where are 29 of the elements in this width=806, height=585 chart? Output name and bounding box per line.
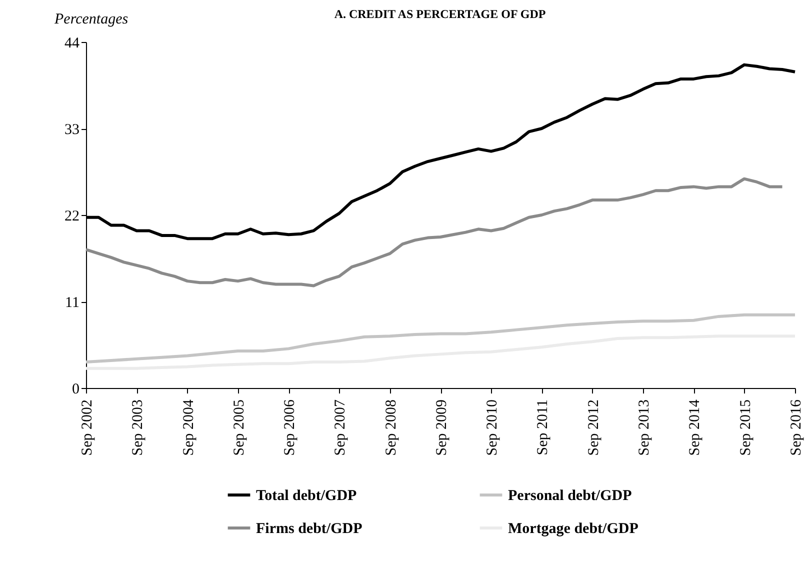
- x-tick-label: Sep 2002: [80, 400, 96, 456]
- x-tick-label: Sep 2010: [484, 400, 501, 456]
- x-tick-label: Sep 2016: [788, 399, 804, 456]
- y-tick-label: 0: [72, 382, 80, 398]
- x-tick-label: Sep 2009: [434, 400, 450, 456]
- chart-title: A. CREDIT AS PERCERTAGE OF GDP: [334, 7, 546, 21]
- x-tick-label: Sep 2014: [687, 399, 704, 456]
- x-tick-label: Sep 2007: [332, 399, 349, 456]
- x-tick-label: Sep 2008: [383, 400, 400, 456]
- y-tick-label: 11: [65, 295, 80, 311]
- y-tick-label: 22: [64, 208, 80, 224]
- x-tick-label: Sep 2004: [180, 399, 197, 456]
- x-tick-label: Sep 2012: [586, 400, 602, 456]
- legend-label: Personal debt/GDP: [508, 488, 632, 504]
- x-tick-label: Sep 2005: [231, 400, 248, 456]
- y-axis-title: Percentages: [54, 12, 128, 28]
- legend-label: Total debt/GDP: [256, 488, 357, 504]
- x-tick-label: Sep 2003: [130, 400, 146, 456]
- x-tick-label: Sep 2013: [636, 400, 653, 456]
- line-series: [84, 334, 796, 370]
- x-tick-label: Sep 2015: [738, 400, 754, 456]
- y-tick-label: 33: [64, 122, 80, 138]
- x-tick-label: Sep 2011: [535, 400, 552, 456]
- line-series: [84, 313, 796, 364]
- y-tick-label: 44: [64, 36, 80, 52]
- x-tick-label: Sep 2006: [282, 399, 298, 456]
- line-series: [84, 177, 784, 288]
- legend-label: Firms debt/GDP: [256, 521, 362, 537]
- legend-label: Mortgage debt/GDP: [508, 521, 638, 537]
